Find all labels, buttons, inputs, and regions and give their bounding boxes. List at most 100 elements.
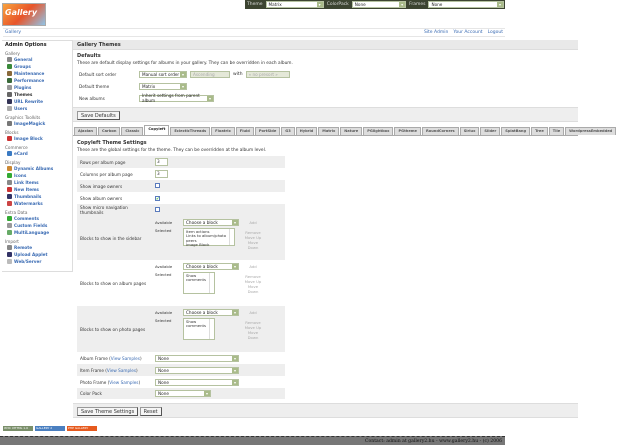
tab-tile[interactable]: Tile [548, 127, 565, 135]
add-block-button[interactable]: Add [249, 220, 257, 225]
your-account-link[interactable]: Your Account [453, 30, 483, 35]
theme-select[interactable]: Matrix ▾ [265, 1, 324, 8]
xhtml-badge[interactable]: W3C XHTML 1.0 [3, 426, 33, 431]
remove-block-button[interactable]: Remove [245, 230, 261, 235]
tab-copyleft[interactable]: Copyleft [144, 125, 170, 135]
tab-matrix[interactable]: Matrix [318, 127, 340, 135]
sidebar-item-ecard[interactable]: eCard [5, 150, 69, 157]
new-albums-select[interactable]: Inherit settings from parent album ▾ [139, 93, 214, 103]
tab-pgtheme[interactable]: PGtheme [394, 127, 421, 135]
breadcrumb-gallery[interactable]: Gallery [5, 30, 22, 35]
move-down-button[interactable]: Move Down [247, 284, 259, 294]
tab-roundcorners[interactable]: RoundCorners [421, 127, 459, 135]
sidebar-item-maintenance[interactable]: Maintenance [5, 70, 69, 77]
show-album-owners-checkbox[interactable]: ✔ [155, 195, 160, 201]
photo-frame-select[interactable]: None ▾ [155, 378, 239, 386]
tab-wordpressembedded[interactable]: WordpressEmbedded [565, 127, 617, 135]
columns-per-page-input[interactable]: 3 [155, 170, 168, 178]
move-down-button[interactable]: Move Down [247, 240, 259, 250]
sidebar-item-watermarks[interactable]: Watermarks [5, 200, 69, 207]
sidebar-item-upload-applet[interactable]: Upload Applet [5, 251, 69, 258]
tab-hybrid[interactable]: Hybrid [295, 127, 318, 135]
sidebar-item-users[interactable]: Users [5, 105, 69, 112]
color-pack-select[interactable]: None ▾ [155, 390, 211, 397]
tab-floatrix[interactable]: Floatrix [211, 127, 235, 135]
view-samples-link[interactable]: View Samples [109, 379, 139, 385]
sidebar-item-groups[interactable]: Groups [5, 63, 69, 70]
move-up-button[interactable]: Move Up [244, 235, 262, 240]
sidebar-item-multilanguage[interactable]: MultiLanguage [5, 229, 69, 236]
tab-splatbang[interactable]: SplatBang [501, 127, 531, 135]
album-frame-select[interactable]: None ▾ [155, 354, 239, 362]
save-defaults-button[interactable]: Save Defaults [77, 111, 120, 120]
view-samples-link[interactable]: View Samples [106, 367, 137, 373]
site-admin-link[interactable]: Site Admin [423, 30, 449, 35]
show-micro-nav-checkbox[interactable] [155, 207, 160, 212]
default-theme-select[interactable]: Matrix ▾ [139, 82, 187, 90]
available-blocks-select[interactable]: Choose a block ▾ [183, 219, 239, 226]
sort-direction-select[interactable]: Ascending [190, 70, 230, 78]
tab-ajaxian[interactable]: Ajaxian [74, 127, 97, 135]
tab-eclecticthreads[interactable]: EclecticThreads [170, 127, 211, 135]
scrollbar[interactable] [229, 229, 234, 245]
colorpack-select[interactable]: None ▾ [351, 1, 407, 8]
sidebar-item-imagemagick[interactable]: ImageMagick [5, 120, 69, 127]
sidebar-item-custom-fields[interactable]: Custom Fields [5, 222, 69, 229]
sidebar-item-comments[interactable]: Comments [5, 215, 69, 222]
rows-per-page-input[interactable]: 3 [155, 158, 168, 166]
sidebar-item-new-items[interactable]: New Items [5, 186, 69, 193]
presort-select[interactable]: « no presort » [245, 70, 290, 78]
selected-blocks-list[interactable]: Show comments [183, 318, 215, 340]
available-label: Available [155, 220, 173, 225]
tab-siriux[interactable]: Siriux [459, 127, 480, 135]
sidebar-item-performance[interactable]: Performance [5, 77, 69, 84]
reset-button[interactable]: Reset [139, 407, 162, 416]
sidebar-item-image-block[interactable]: Image Block [5, 135, 69, 142]
selected-blocks-list[interactable]: Item actions Links to album/photo peers … [183, 228, 235, 247]
tab-tree[interactable]: Tree [531, 127, 548, 135]
sidebar-item-web-server[interactable]: Web/Server [5, 258, 69, 265]
item-frame-select[interactable]: None ▾ [155, 366, 239, 374]
tab-pglightbox[interactable]: PGlightbox [363, 127, 394, 135]
sidebar-item-thumbnails[interactable]: Thumbnails [5, 193, 69, 200]
sidebar-item-remote[interactable]: Remote [5, 244, 69, 251]
move-up-button[interactable]: Move Up [244, 279, 262, 284]
tab-g3[interactable]: G3 [281, 127, 295, 135]
sidebar-item-plugins[interactable]: Plugins [5, 84, 69, 91]
selected-blocks-list[interactable]: Show comments [183, 272, 215, 294]
tab-portside[interactable]: PortSide [254, 127, 281, 135]
available-blocks-select[interactable]: Choose a block ▾ [183, 263, 239, 270]
ecard-icon [7, 151, 12, 156]
tab-carbon[interactable]: Carbon [97, 127, 121, 135]
scrollbar[interactable] [209, 319, 214, 339]
available-blocks-select[interactable]: Choose a block ▾ [183, 309, 239, 316]
tab-nature[interactable]: Nature [340, 127, 363, 135]
gallery-logo[interactable]: Gallery [2, 3, 46, 26]
sidebar-item-icons[interactable]: Icons [5, 172, 69, 179]
scrollbar[interactable] [209, 273, 214, 293]
add-block-button[interactable]: Add [249, 264, 257, 269]
remove-block-button[interactable]: Remove [245, 320, 261, 325]
move-down-button[interactable]: Move Down [247, 330, 259, 340]
view-samples-link[interactable]: View Samples [110, 355, 140, 361]
sort-order-select[interactable]: Manual sort order ▾ [139, 70, 187, 78]
remote-icon [7, 245, 12, 250]
sidebar-item-dynamic-albums[interactable]: Dynamic Albums [5, 165, 69, 172]
tab-fluid[interactable]: Fluid [235, 127, 254, 135]
show-image-owners-checkbox[interactable] [155, 183, 160, 188]
sidebar-item-link-items[interactable]: Link Items [5, 179, 69, 186]
move-up-button[interactable]: Move Up [244, 325, 262, 330]
save-theme-settings-button[interactable]: Save Theme Settings [77, 407, 139, 416]
tab-slider[interactable]: Slider [480, 127, 501, 135]
sidebar-item-general[interactable]: General [5, 56, 69, 63]
frames-select[interactable]: None ▾ [428, 1, 504, 8]
sidebar-item-url-rewrite[interactable]: URL Rewrite [5, 98, 69, 105]
gallery-badge[interactable]: GALLERY 2 [35, 426, 65, 431]
remove-block-button[interactable]: Remove [245, 274, 261, 279]
tab-classic[interactable]: Classic [121, 127, 144, 135]
add-block-button[interactable]: Add [249, 310, 257, 315]
logout-link[interactable]: Logout [487, 30, 503, 35]
page-title: Gallery Themes [73, 40, 578, 50]
sidebar-item-themes[interactable]: Themes [5, 91, 69, 98]
php-badge[interactable]: PHP GALLERY [67, 426, 97, 431]
